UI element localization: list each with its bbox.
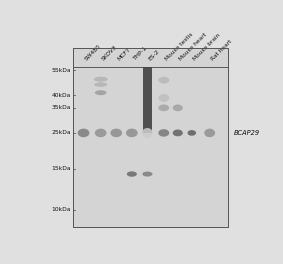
Ellipse shape [158,94,169,102]
Ellipse shape [126,129,138,137]
Text: SW480: SW480 [83,43,102,61]
Ellipse shape [173,105,183,111]
Text: Mouse testis: Mouse testis [164,31,194,61]
Bar [73,48,228,227]
Bar [73,48,228,227]
Text: SKOV3: SKOV3 [101,44,118,61]
Text: 55kDa: 55kDa [52,68,71,73]
Text: Rat heart: Rat heart [210,38,233,61]
Ellipse shape [204,129,215,137]
Ellipse shape [127,171,137,177]
Ellipse shape [95,90,106,95]
Text: 35kDa: 35kDa [52,105,71,110]
Ellipse shape [188,130,196,136]
Text: BCAP29: BCAP29 [234,130,260,136]
Ellipse shape [95,129,106,137]
Ellipse shape [158,77,169,83]
Ellipse shape [173,130,183,136]
Text: 25kDa: 25kDa [52,130,71,135]
Ellipse shape [94,82,107,87]
Text: Mouse heart: Mouse heart [178,32,207,61]
Text: 10kDa: 10kDa [52,207,71,212]
Ellipse shape [94,77,108,82]
Ellipse shape [158,105,169,111]
Text: THP-1: THP-1 [132,45,147,61]
Text: MCF7: MCF7 [116,46,131,61]
Ellipse shape [110,129,122,137]
Ellipse shape [142,128,153,138]
Bar [143,67,152,133]
Ellipse shape [78,129,89,137]
Ellipse shape [142,172,153,177]
Text: ES-2: ES-2 [147,48,160,61]
Text: 15kDa: 15kDa [52,166,71,171]
Ellipse shape [158,129,169,137]
Text: Mouse brain: Mouse brain [192,32,221,61]
Text: 40kDa: 40kDa [52,93,71,98]
